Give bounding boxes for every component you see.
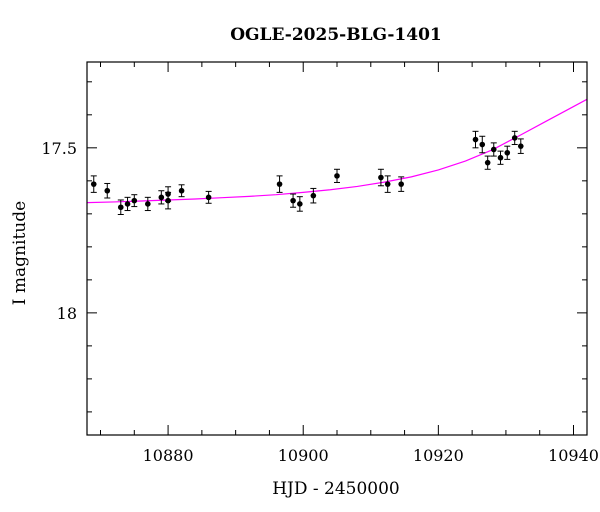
point-marker [511,135,518,141]
data-point [479,135,486,154]
data-point [490,142,497,157]
point-marker [158,194,165,201]
point-marker [310,192,317,199]
point-marker [490,146,497,153]
point-marker [124,201,131,207]
data-point [484,155,491,170]
data-point [310,187,317,204]
x-tick-label: 10900 [278,446,329,465]
data-point [296,196,303,212]
point-marker [178,187,185,194]
point-marker [290,197,296,204]
chart-marks [87,98,587,216]
point-marker [297,201,303,207]
data-point [377,168,384,187]
y-tick-label: 17.5 [41,139,77,158]
point-marker [117,204,124,211]
plot-frame [86,61,588,436]
point-marker [90,181,97,187]
data-point [276,175,283,193]
data-point [511,130,518,146]
y-tick-label: 18 [57,304,77,323]
data-point [504,145,511,160]
data-point [178,184,185,198]
data-point [472,130,479,149]
point-marker [276,181,283,187]
chart-title: OGLE-2025-BLG-1401 [230,25,442,45]
point-marker [479,141,486,148]
point-marker [104,187,111,194]
point-marker [472,136,479,143]
point-marker [145,201,151,207]
data-point [517,138,524,154]
data-point [384,175,391,193]
data-point [398,176,405,192]
point-marker [398,181,404,187]
x-tick-label: 10940 [548,446,599,465]
data-point [124,196,131,212]
x-tick-label: 10920 [413,446,464,465]
point-marker [131,197,138,204]
data-point [131,194,138,208]
point-marker [504,149,511,156]
data-point [497,150,504,165]
point-marker [517,143,524,149]
data-point [158,190,165,205]
x-tick-label: 10880 [143,446,194,465]
point-marker [378,174,384,181]
y-axis-label: I magnitude [10,201,30,305]
data-point [334,168,340,183]
axis-ticks: 10880 10900 10920 10940 17.5 18 [41,62,599,465]
data-point [90,175,97,193]
point-marker [334,173,340,179]
data-point [117,199,124,216]
point-marker [165,191,171,197]
data-point [104,182,111,199]
data-point [165,186,172,202]
model-curve [87,98,587,204]
point-marker [484,159,491,166]
point-marker [205,194,212,201]
data-point [205,190,212,204]
data-point [144,196,151,212]
point-marker [497,154,504,161]
point-marker [384,181,391,187]
data-point [290,193,297,208]
x-axis-label: HJD - 2450000 [272,479,400,499]
